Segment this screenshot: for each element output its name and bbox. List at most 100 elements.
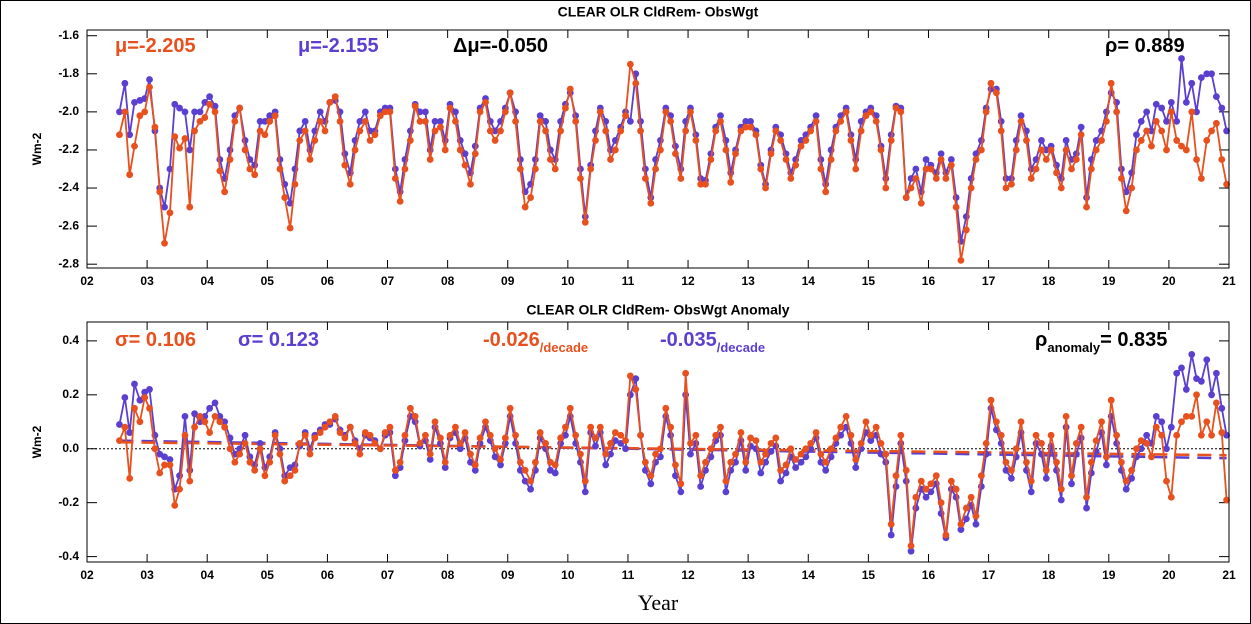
x-tick-label: 08: [441, 274, 455, 288]
y-tick-label: -0.2: [58, 495, 79, 509]
data-point: [231, 117, 239, 125]
data-point: [1208, 70, 1215, 78]
data-point: [957, 520, 965, 528]
x-tick-label: 15: [862, 568, 876, 582]
data-point: [581, 488, 589, 496]
data-point: [987, 79, 995, 87]
data-point: [551, 469, 559, 477]
data-point: [391, 472, 399, 480]
data-point: [497, 456, 504, 463]
data-point: [376, 445, 384, 453]
data-point: [256, 439, 264, 447]
data-point: [281, 477, 289, 485]
data-point: [727, 178, 735, 186]
data-point: [977, 146, 985, 154]
data-point: [1223, 127, 1230, 135]
x-tick-label: 18: [1042, 274, 1056, 288]
data-point: [641, 175, 649, 182]
data-point: [1083, 504, 1090, 512]
data-point: [1072, 439, 1080, 447]
data-point: [482, 98, 489, 106]
data-point: [1137, 437, 1145, 445]
data-point: [622, 112, 629, 120]
x-tick-label: 14: [802, 568, 816, 582]
data-point: [1173, 431, 1181, 439]
data-point: [712, 431, 720, 439]
data-point: [346, 423, 354, 431]
data-point: [126, 429, 134, 436]
data-point: [882, 450, 890, 458]
data-point: [562, 423, 569, 431]
data-point: [792, 464, 800, 472]
data-point: [1143, 108, 1151, 116]
data-point: [521, 466, 529, 474]
data-point: [992, 418, 1000, 426]
data-point: [662, 404, 670, 412]
data-point: [1203, 418, 1211, 426]
data-point: [446, 104, 454, 112]
data-point: [942, 531, 950, 539]
data-point: [1017, 117, 1025, 125]
data-point: [877, 450, 885, 458]
data-point: [431, 117, 439, 125]
data-point: [692, 137, 700, 144]
data-point: [276, 450, 284, 458]
data-point: [1178, 55, 1185, 62]
data-point: [216, 412, 224, 420]
data-point: [416, 439, 424, 447]
data-point: [1152, 117, 1160, 125]
data-point: [1158, 418, 1166, 426]
data-point: [296, 137, 304, 144]
data-point: [166, 165, 174, 173]
data-point: [1027, 488, 1035, 496]
data-point: [777, 137, 785, 144]
data-point: [992, 89, 1000, 97]
x-tick-label: 02: [80, 274, 94, 288]
data-point: [156, 188, 164, 196]
data-point: [346, 180, 354, 188]
data-point: [787, 175, 795, 182]
data-point: [647, 472, 655, 480]
x-tick-label: 10: [561, 274, 575, 288]
data-point: [486, 431, 494, 439]
data-point: [1098, 137, 1105, 144]
data-point: [702, 458, 709, 466]
data-point: [1128, 184, 1136, 192]
data-point: [822, 188, 830, 196]
data-point: [987, 396, 995, 404]
data-point: [276, 165, 284, 173]
annotation-subscript: /decade: [717, 340, 765, 355]
data-point: [521, 203, 529, 211]
data-point: [707, 445, 715, 453]
data-point: [331, 93, 339, 101]
data-point: [121, 423, 129, 431]
data-point: [622, 437, 629, 445]
data-point: [842, 108, 850, 116]
data-point: [1092, 146, 1100, 154]
data-point: [697, 472, 705, 480]
data-point: [542, 127, 550, 135]
y-tick-label: -2.4: [58, 180, 79, 194]
x-axis-label: Year: [638, 590, 679, 615]
data-point: [1148, 142, 1155, 150]
data-point: [1107, 79, 1115, 87]
data-point: [536, 112, 544, 120]
data-point: [341, 434, 349, 442]
data-point: [1038, 439, 1045, 447]
data-point: [947, 477, 955, 485]
data-point: [386, 423, 394, 431]
x-tick-label: 13: [741, 274, 755, 288]
annotation: -0.026/decade: [483, 329, 588, 355]
x-tick-label: 06: [321, 568, 335, 582]
data-point: [872, 117, 880, 125]
data-point: [1062, 412, 1070, 420]
y-tick-label: -0.4: [58, 549, 79, 563]
data-point: [406, 137, 414, 144]
data-point: [1137, 117, 1145, 125]
data-point: [1087, 165, 1095, 173]
data-point: [762, 184, 769, 192]
data-point: [922, 485, 930, 493]
data-point: [146, 386, 153, 393]
data-point: [617, 127, 625, 135]
data-point: [486, 127, 494, 135]
